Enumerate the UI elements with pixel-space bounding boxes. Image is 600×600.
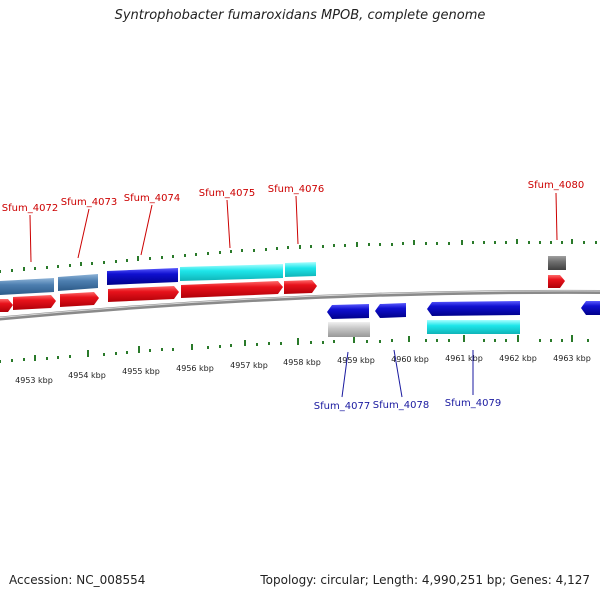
feature-steelblue[interactable] [58, 274, 98, 291]
gene-label[interactable]: Sfum_4077 [314, 401, 370, 412]
reverse-cds[interactable] [327, 304, 369, 319]
kbp-label: 4954 kbp [68, 371, 106, 380]
feature-gray[interactable] [328, 322, 370, 337]
kbp-label: 4962 kbp [499, 354, 537, 363]
reverse-cds[interactable] [427, 301, 520, 316]
upper-gene-labels: Sfum_4072 Sfum_4073 Sfum_4074 Sfum_4075 … [2, 180, 584, 214]
reverse-cds[interactable] [581, 301, 600, 315]
forward-cds-track [0, 275, 565, 312]
gene-label[interactable]: Sfum_4080 [528, 180, 584, 191]
kbp-label: 4959 kbp [337, 356, 375, 365]
forward-cds[interactable] [548, 275, 565, 288]
upper-tick-scale [0, 239, 597, 273]
gene-label[interactable]: Sfum_4074 [124, 193, 180, 204]
lower-tick-scale [0, 335, 589, 363]
forward-cds[interactable] [60, 292, 99, 307]
lower-gene-labels: Sfum_4077 Sfum_4078 Sfum_4079 [314, 398, 501, 412]
kbp-label: 4960 kbp [391, 355, 429, 364]
kbp-label: 4956 kbp [176, 364, 214, 373]
feature-cyan[interactable] [427, 320, 520, 334]
forward-cds[interactable] [0, 299, 13, 312]
feature-blue[interactable] [107, 268, 178, 285]
forward-cds[interactable] [108, 286, 179, 302]
feature-darkgray[interactable] [548, 256, 566, 270]
accession-text: Accession: NC_008554 [9, 573, 146, 587]
feature-cyan[interactable] [285, 262, 316, 277]
lower-label-leaders [341, 349, 474, 398]
kbp-label: 4957 kbp [230, 361, 268, 370]
kbp-scale-labels: 4953 kbp 4954 kbp 4955 kbp 4956 kbp 4957… [15, 354, 591, 385]
kbp-label: 4958 kbp [283, 358, 321, 367]
topology-text: Topology: circular; Length: 4,990,251 bp… [260, 573, 590, 587]
genome-backbone [0, 289, 600, 321]
forward-cds[interactable] [13, 295, 56, 310]
kbp-label: 4963 kbp [553, 354, 591, 363]
reverse-cds[interactable] [375, 303, 406, 318]
lower-feature-track [328, 320, 520, 337]
genome-backbone-highlight [0, 290, 600, 319]
gene-label[interactable]: Sfum_4076 [268, 184, 324, 195]
forward-cds[interactable] [284, 280, 317, 294]
upper-feature-track [0, 256, 566, 295]
feature-steelblue[interactable] [0, 278, 54, 295]
forward-cds[interactable] [181, 281, 283, 298]
kbp-label: 4953 kbp [15, 376, 53, 385]
gene-label[interactable]: Sfum_4072 [2, 203, 58, 214]
feature-cyan[interactable] [180, 264, 283, 281]
gene-label[interactable]: Sfum_4075 [199, 188, 255, 199]
gene-label[interactable]: Sfum_4079 [445, 398, 501, 409]
gene-label[interactable]: Sfum_4073 [61, 197, 117, 208]
upper-label-leaders [29, 192, 558, 263]
gene-label[interactable]: Sfum_4078 [373, 400, 429, 411]
kbp-label: 4961 kbp [445, 354, 483, 363]
kbp-label: 4955 kbp [122, 367, 160, 376]
genome-title: Syntrophobacter fumaroxidans MPOB, compl… [114, 8, 486, 23]
reverse-cds-track [327, 301, 600, 319]
